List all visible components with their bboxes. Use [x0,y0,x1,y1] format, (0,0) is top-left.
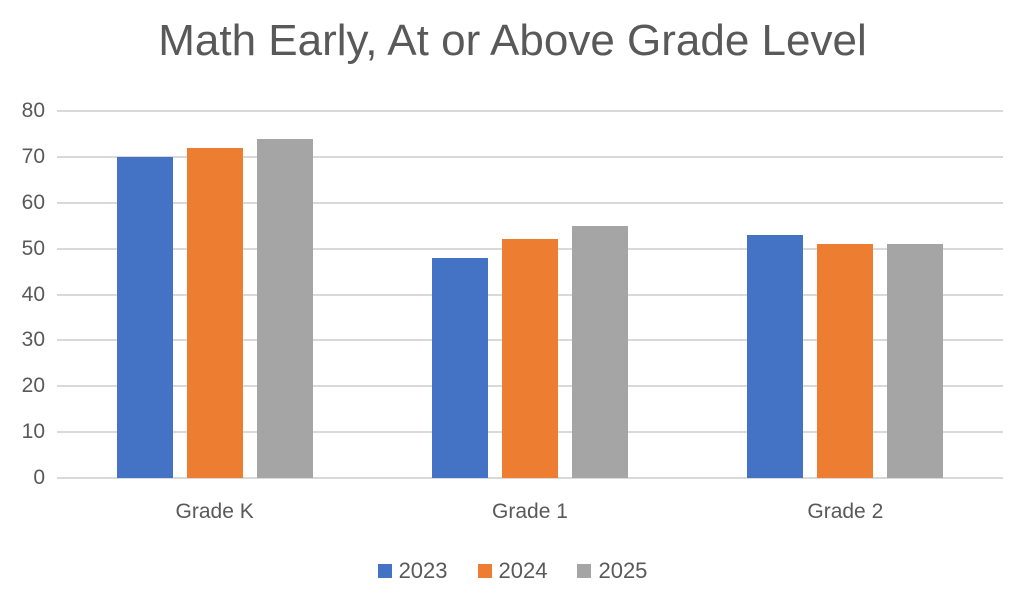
y-tick-label: 40 [21,283,45,306]
bar-2023-grade-2 [747,235,804,478]
y-tick-label: 60 [21,191,45,214]
legend-item-2024: 2024 [477,558,548,584]
gridline [57,477,1003,479]
y-tick-label: 50 [21,237,45,260]
x-axis-label-grade-k: Grade K [175,500,254,523]
y-tick-label: 10 [21,420,45,443]
y-tick-label: 70 [21,145,45,168]
bar-groups [57,111,1003,478]
legend-item-2025: 2025 [577,558,647,584]
bar-group-grade-2 [688,111,1003,478]
y-tick-label: 30 [21,328,45,351]
gridline [57,110,1003,112]
y-tick-label: 20 [21,374,45,397]
bar-group-grade-1 [372,111,687,478]
bar-2023-grade-k [116,157,173,478]
plot-area: 0 10 20 30 40 50 60 70 80 [22,99,1003,489]
bar-2023-grade-1 [431,258,488,478]
chart-title: Math Early, At or Above Grade Level [158,16,867,65]
gridline [57,156,1003,158]
legend-label: 2025 [598,558,648,583]
x-axis-label-grade-2: Grade 2 [807,500,884,523]
y-tick-label: 80 [21,99,45,122]
bar-2025-grade-1 [571,226,628,478]
gridline [57,202,1003,204]
bar-2024-grade-1 [501,239,558,478]
x-axis-labels: Grade K Grade 1 Grade 2 [57,500,1003,524]
legend-swatch-icon [577,564,592,578]
legend-swatch-icon [377,564,392,578]
legend: 2023 2024 2025 [0,558,1025,584]
y-tick-label: 0 [33,466,45,489]
bar-2025-grade-2 [887,244,944,478]
legend-label: 2024 [498,558,548,583]
bar-2025-grade-k [256,139,313,478]
bar-group-grade-k [57,111,372,478]
bar-2024-grade-2 [817,244,874,478]
legend-label: 2023 [398,558,448,583]
x-axis-label-grade-1: Grade 1 [492,500,568,523]
legend-item-2023: 2023 [377,558,448,584]
bar-2024-grade-k [186,148,243,478]
legend-swatch-icon [477,564,492,578]
